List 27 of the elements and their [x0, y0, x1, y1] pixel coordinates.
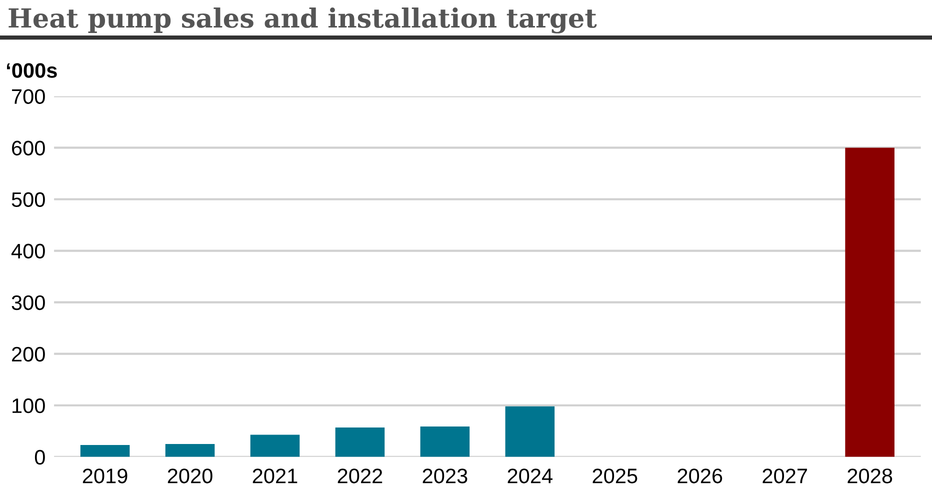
- y-tick-label: 100: [12, 398, 45, 414]
- bar: [165, 444, 215, 457]
- x-tick-label: 2025: [592, 468, 638, 484]
- bar: [80, 445, 130, 457]
- bar: [845, 148, 894, 457]
- y-tick-label: 600: [12, 140, 45, 156]
- x-tick-label: 2021: [252, 468, 298, 484]
- bar: [505, 406, 555, 457]
- x-tick-label: 2020: [168, 468, 212, 484]
- y-tick-label: 700: [12, 89, 45, 104]
- y-axis-title: ‘000s: [7, 63, 57, 78]
- y-tick-label: 500: [12, 192, 45, 208]
- chart-title: Heat pump sales and installation target: [8, 8, 597, 34]
- bar: [250, 434, 300, 457]
- bar: [335, 428, 385, 457]
- x-tick-label: 2019: [82, 468, 128, 484]
- x-tick-label: 2028: [848, 468, 892, 484]
- y-tick-label: 0: [34, 450, 45, 465]
- x-tick-label: 2022: [338, 468, 382, 484]
- y-tick-label: 400: [11, 244, 45, 259]
- y-tick-label: 300: [12, 295, 45, 310]
- x-tick-label: 2023: [422, 468, 468, 484]
- bar: [420, 426, 470, 457]
- x-tick-label: 2027: [762, 468, 807, 484]
- y-tick-label: 200: [12, 346, 45, 362]
- x-tick-label: 2024: [508, 468, 552, 484]
- x-tick-label: 2026: [678, 468, 722, 484]
